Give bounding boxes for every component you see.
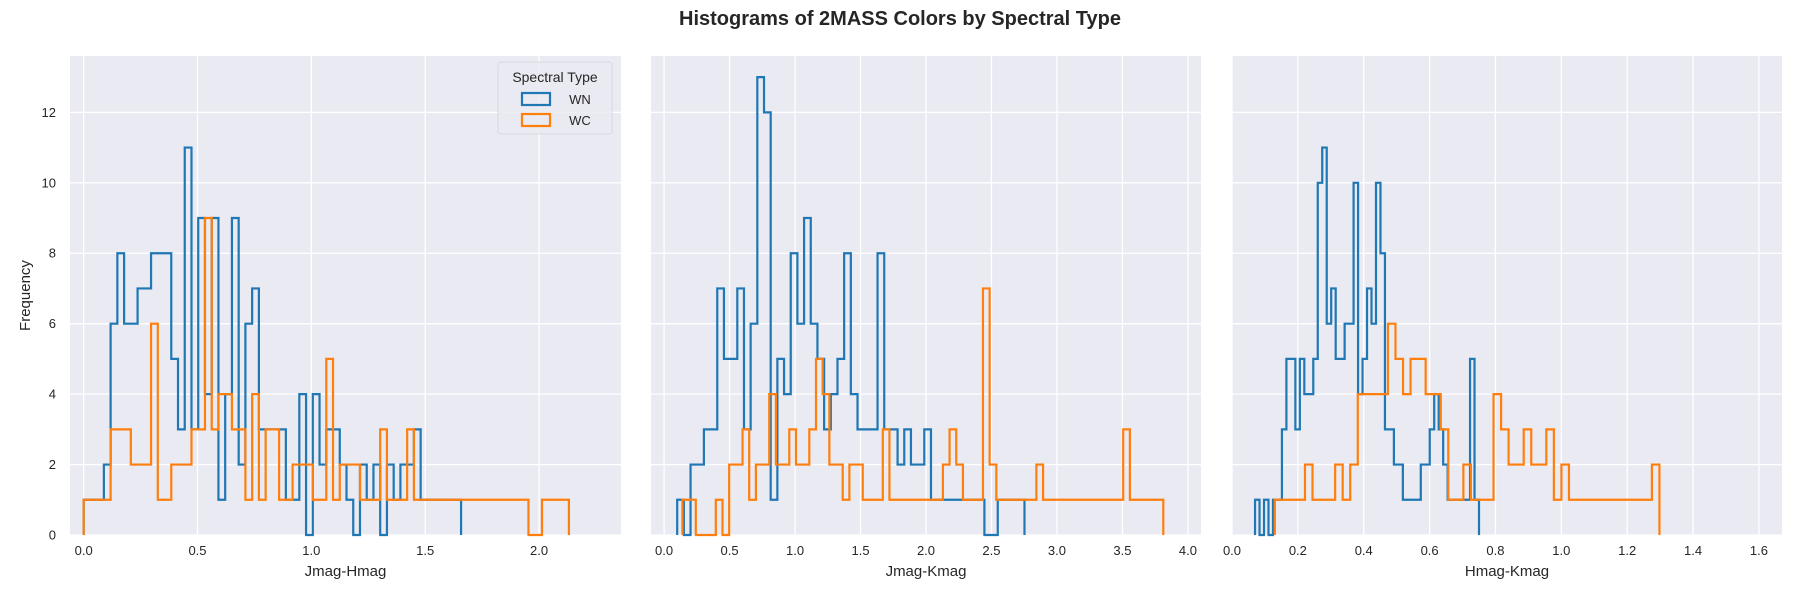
y-tick-label: 10 [42,175,56,190]
legend-swatch-wn [520,91,552,107]
x-tick-label: 0.0 [655,543,673,558]
x-tick-label: 0.5 [188,543,206,558]
x-tick-label: 1.0 [786,543,804,558]
y-tick-label: 8 [49,246,56,261]
series-wc-panel-2 [681,287,1165,537]
x-tick-label: 4.0 [1179,543,1197,558]
series-wn-panel-2 [676,76,1026,537]
panel-background-1 [70,56,621,535]
x-tick-label: 1.5 [416,543,434,558]
y-tick-label: 4 [49,387,56,402]
figure-title: Histograms of 2MASS Colors by Spectral T… [679,8,1121,30]
x-axis-label: Hmag-Kmag [1465,563,1549,580]
x-tick-label: 0.0 [1223,543,1241,558]
x-tick-label: 2.0 [530,543,548,558]
x-tick-label: 1.0 [302,543,320,558]
y-tick-label: 12 [42,105,56,120]
panel-background-3 [1232,56,1782,535]
series-wc-panel-3 [1273,322,1661,535]
legend-label-wn: WN [569,92,591,107]
x-axis-label: Jmag-Hmag [305,563,387,580]
x-tick-label: 1.4 [1684,543,1702,558]
y-tick-label: 6 [49,316,56,331]
x-axis-label: Jmag-Kmag [886,563,967,580]
y-axis-label: Frequency [17,260,34,331]
x-tick-label: 0.6 [1421,543,1439,558]
x-tick-label: 0.5 [721,543,739,558]
x-tick-label: 2.5 [982,543,1000,558]
legend-box [497,61,613,135]
x-tick-label: 0.8 [1486,543,1504,558]
x-tick-label: 1.2 [1618,543,1636,558]
legend-swatch-wc [520,112,552,128]
x-tick-label: 3.0 [1048,543,1066,558]
x-tick-label: 0.4 [1355,543,1373,558]
y-tick-label: 2 [49,457,56,472]
series-wc-panel-1 [82,216,571,537]
x-tick-label: 3.5 [1113,543,1131,558]
legend-label-wc: WC [569,113,591,128]
legend-title: Spectral Type [512,69,598,85]
x-tick-label: 0.0 [75,543,93,558]
x-tick-label: 1.5 [851,543,869,558]
y-tick-label: 0 [49,528,56,543]
x-tick-label: 2.0 [917,543,935,558]
x-tick-label: 1.6 [1750,543,1768,558]
x-tick-label: 1.0 [1552,543,1570,558]
x-tick-label: 0.2 [1289,543,1307,558]
